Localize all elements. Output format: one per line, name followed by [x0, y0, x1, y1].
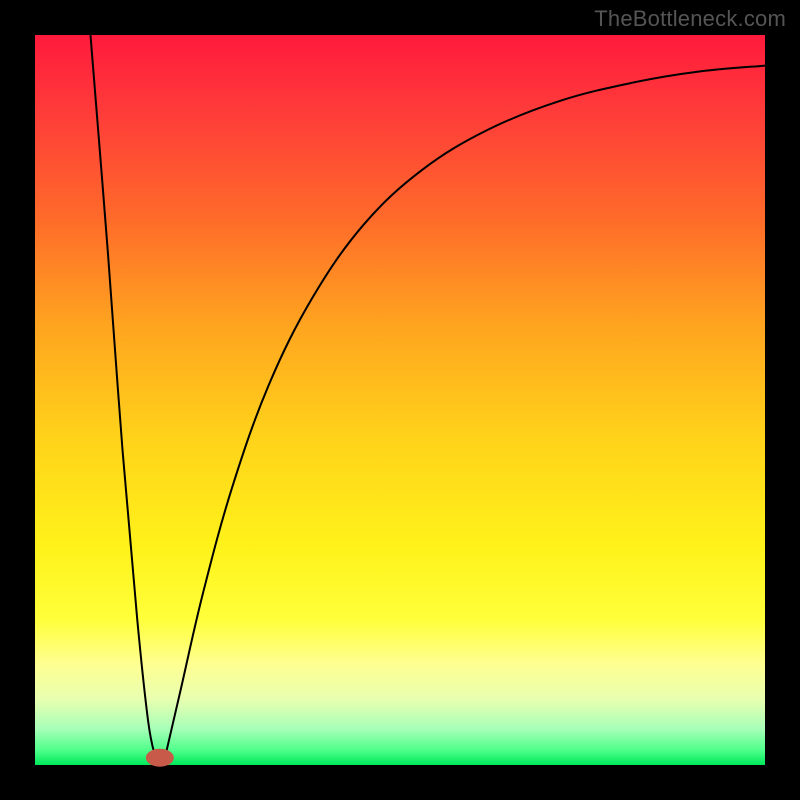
bottleneck-chart: TheBottleneck.com	[0, 0, 800, 800]
plot-background	[35, 35, 765, 765]
watermark-text: TheBottleneck.com	[594, 6, 786, 32]
minimum-marker	[146, 749, 174, 767]
chart-svg	[0, 0, 800, 800]
